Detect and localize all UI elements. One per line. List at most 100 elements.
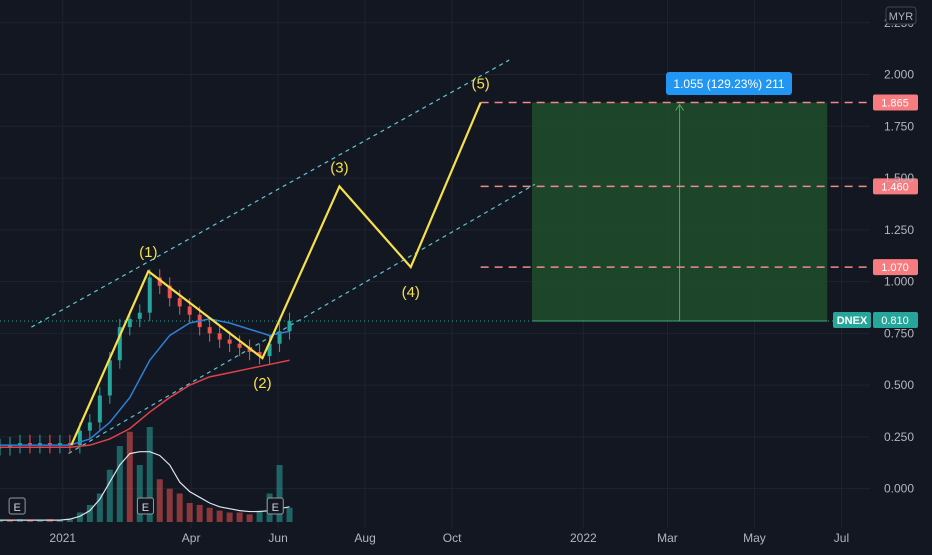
x-tick-label: Jul: [834, 531, 849, 545]
volume-bar: [256, 510, 263, 522]
volume-pane: [0, 427, 293, 522]
candle-body: [107, 360, 112, 396]
wave-label: (1): [139, 244, 157, 261]
wave-label: (2): [253, 375, 271, 392]
candle-body: [77, 430, 82, 446]
currency-label: MYR: [889, 11, 914, 23]
candle-body: [287, 320, 292, 332]
volume-bar: [246, 514, 253, 522]
volume-bar: [206, 507, 213, 522]
target-price-tag[interactable]: [873, 94, 918, 111]
candle-body: [187, 306, 192, 315]
price-series: [0, 269, 292, 456]
volume-bar: [116, 446, 123, 522]
wave-label: (5): [471, 75, 489, 92]
candle-body: [137, 312, 142, 319]
candle-body: [157, 277, 162, 286]
volume-bar: [6, 520, 13, 522]
target-price-tag[interactable]: [873, 259, 918, 276]
candle-body: [7, 445, 12, 448]
candle-body: [277, 331, 282, 344]
x-tick-label: Mar: [657, 531, 678, 545]
x-axis[interactable]: 2021 Apr Jun Aug Oct 2022 Mar May Jul: [49, 531, 849, 545]
candle-body: [47, 443, 52, 446]
earnings-marker[interactable]: [8, 497, 26, 515]
volume-bar: [66, 519, 73, 522]
currency-badge[interactable]: MYR: [885, 6, 917, 25]
volume-bar: [126, 431, 133, 522]
last-price-label: 0.810: [881, 315, 909, 327]
volume-bar: [156, 479, 163, 522]
volume-bar: [196, 504, 203, 522]
candle-body: [27, 443, 32, 446]
y-tick-label: 1.750: [884, 119, 914, 133]
volume-bar: [186, 503, 193, 522]
earnings-marker[interactable]: [136, 497, 154, 515]
volume-bar: [36, 520, 43, 522]
candle-body: [67, 443, 72, 446]
candle-body: [237, 343, 242, 348]
candle-body: [177, 298, 182, 307]
wave-line[interactable]: [70, 102, 482, 446]
candle-body: [57, 443, 62, 446]
volume-bar: [216, 510, 223, 522]
volume-bar: [166, 488, 173, 522]
volume-bar: [146, 427, 153, 522]
x-tick-label: 2022: [570, 531, 597, 545]
candle-body: [167, 285, 172, 299]
volume-bar: [96, 493, 103, 522]
wave-label: (4): [402, 284, 420, 301]
measure-badge[interactable]: 1.055 (129.23%) 211: [666, 72, 792, 95]
x-tick-label: 2021: [49, 531, 76, 545]
volume-bar: [76, 512, 83, 522]
channel-upper-line[interactable]: [31, 59, 510, 328]
x-tick-label: Apr: [182, 531, 201, 545]
wave-labels: (1) (2) (3) (4) (5): [139, 75, 490, 392]
candle-body: [97, 395, 102, 423]
target-box[interactable]: [0, 102, 870, 322]
volume-bar: [176, 493, 183, 522]
measure-arrow-head: [675, 103, 685, 111]
target-price-label: 1.070: [881, 262, 909, 274]
earnings-marker-label: E: [142, 502, 149, 514]
volume-bar: [106, 469, 113, 522]
target-price-label: 1.865: [881, 97, 909, 109]
candle-body: [147, 277, 152, 313]
volume-bar: [86, 504, 93, 522]
grid: [0, 0, 870, 528]
earnings-marker[interactable]: [266, 497, 284, 515]
volume-bar: [236, 512, 243, 522]
y-tick-label: 1.000: [884, 275, 914, 289]
target-price-tag[interactable]: [873, 178, 918, 195]
y-tick-label: 1.500: [884, 171, 914, 185]
candle-body: [17, 443, 22, 446]
volume-bar: [56, 520, 63, 522]
x-tick-label: May: [743, 531, 766, 545]
candle-body: [247, 347, 252, 352]
x-tick-label: Jun: [268, 531, 287, 545]
elliott-wave[interactable]: [70, 102, 482, 446]
measure-label: 1.055 (129.23%) 211: [673, 77, 785, 91]
volume-bar: [136, 465, 143, 522]
volume-bar: [286, 507, 293, 522]
earnings-marker-label: E: [13, 502, 20, 514]
volume-ma-line: [0, 451, 290, 521]
candle-body: [257, 352, 262, 357]
channel-lower-line[interactable]: [68, 183, 536, 454]
candle-body: [37, 443, 42, 446]
y-tick-label: 0.500: [884, 378, 914, 392]
candle-body: [267, 343, 272, 357]
target-price-label: 1.460: [881, 181, 909, 193]
wave-label: (3): [330, 159, 348, 176]
trend-channel[interactable]: [31, 59, 536, 454]
volume-bar: [226, 512, 233, 522]
earnings-marker-label: E: [272, 502, 279, 514]
x-tick-label: Oct: [443, 531, 462, 545]
symbol-price-tag[interactable]: DNEX 0.810: [833, 312, 918, 328]
candle-body: [117, 327, 122, 361]
target-lines[interactable]: [480, 101, 870, 268]
y-tick-label: 0.000: [884, 482, 914, 496]
